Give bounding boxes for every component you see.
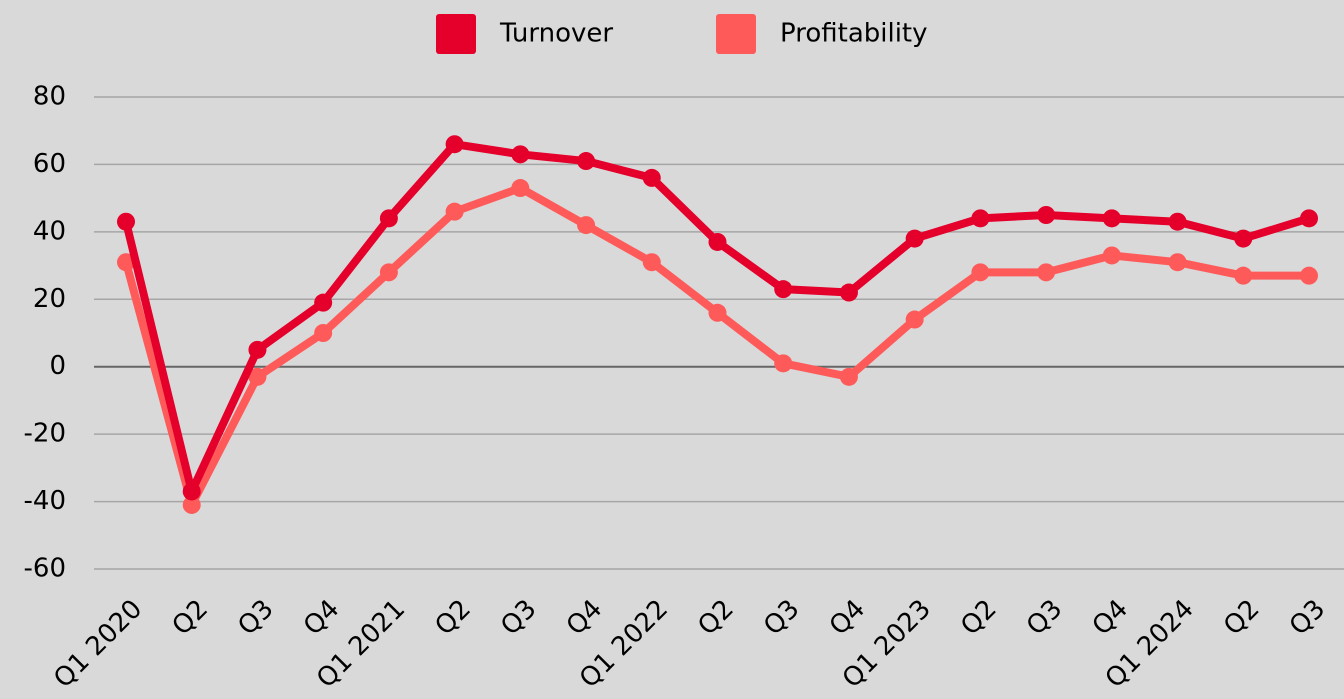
data-point [971,263,990,282]
data-point [314,324,333,342]
y-tick-label: 0 [49,351,66,381]
data-point [577,152,596,171]
data-point [379,209,398,228]
data-point [1102,209,1121,228]
data-point [774,280,793,299]
data-point [1037,263,1056,282]
data-point [445,135,464,154]
legend-label: Turnover [499,19,613,49]
x-tick-label: Q2 [955,594,1002,641]
data-point [774,354,793,373]
data-point [1168,212,1187,231]
data-point [1037,206,1056,224]
data-point [1102,246,1121,265]
data-point [905,229,924,248]
legend-swatch [436,14,476,54]
data-point [511,145,530,164]
data-point [642,168,661,187]
x-tick-label: Q4 [1087,594,1134,641]
x-tick-label: Q2 [429,594,476,641]
data-point [117,212,135,231]
x-tick-label: Q4 [298,594,345,641]
x-tick-label: Q1 2020 [48,594,148,694]
data-point [1300,209,1318,228]
data-point [839,367,858,386]
data-point [511,179,530,198]
x-tick-label: Q3 [1284,594,1331,641]
data-point [577,216,596,235]
data-point [1234,229,1253,248]
data-point [1234,266,1253,285]
data-point [445,202,464,221]
x-tick-label: Q3 [1021,594,1068,641]
data-point [642,253,661,272]
y-tick-label: -60 [24,554,66,584]
data-point [379,263,398,282]
data-point [1168,253,1187,272]
y-tick-label: -20 [24,419,66,449]
data-point [708,303,727,322]
data-point [905,310,924,329]
x-tick-label: Q2 [1218,594,1265,641]
data-point [182,482,201,501]
data-point [708,232,727,251]
y-tick-label: 60 [33,149,66,179]
y-tick-label: -40 [24,486,66,516]
y-tick-label: 40 [33,216,66,246]
x-tick-label: Q2 [692,594,739,641]
data-point [839,283,858,302]
y-tick-label: 20 [33,284,66,314]
x-tick-label: Q3 [758,594,805,641]
x-tick-label: Q2 [167,594,214,641]
x-tick-label: Q3 [232,594,279,641]
x-tick-label: Q4 [824,594,871,641]
data-point [182,495,201,514]
data-point [314,293,333,312]
data-point [248,367,267,386]
data-point [248,340,267,359]
data-point [971,209,990,228]
data-point [1300,266,1318,285]
x-tick-label: Q4 [561,594,608,641]
data-point [117,253,135,272]
y-tick-label: 80 [33,82,66,112]
legend-label: Profitability [780,19,928,49]
x-tick-label: Q3 [495,594,542,641]
legend-swatch [716,14,756,54]
